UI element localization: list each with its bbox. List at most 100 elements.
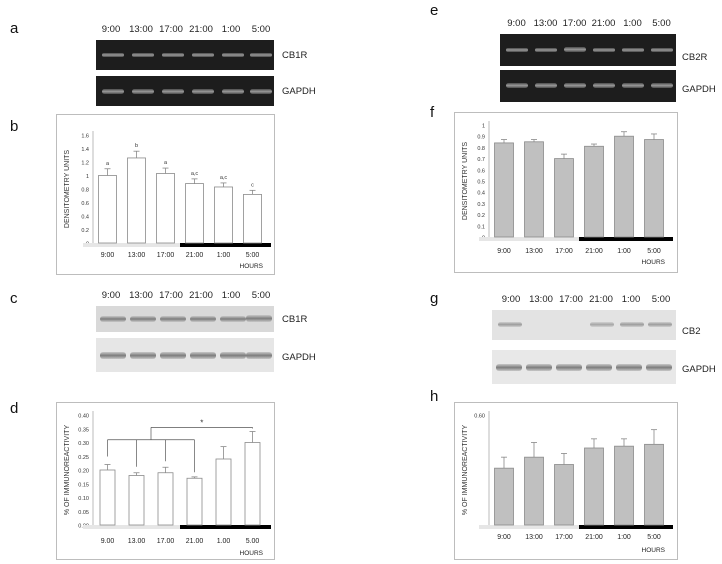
x-tick-label: 1.00 <box>217 538 231 545</box>
y-tick-label: 0.6 <box>81 201 89 207</box>
y-tick-label: 0.15 <box>78 482 89 488</box>
blot-a-time-labels: 9:00 13:00 17:00 21:00 1:00 5:00 <box>96 24 276 35</box>
x-tick-label: 13:00 <box>525 248 543 255</box>
x-tick-label: 17:00 <box>157 252 175 259</box>
x-tick-label: 9.00 <box>101 538 115 545</box>
y-tick-label: 0.35 <box>78 427 89 433</box>
time-label: 17:00 <box>159 290 183 301</box>
time-label: 1:00 <box>623 18 642 29</box>
time-label: 13:00 <box>529 294 553 305</box>
blot-g-label-1: CB2 <box>682 326 701 337</box>
bar <box>156 173 175 244</box>
x-tick-label: 9:00 <box>101 252 115 259</box>
time-label: 17:00 <box>159 24 183 35</box>
significance-letter: a <box>164 160 168 166</box>
time-label: 9:00 <box>101 24 121 35</box>
light-phase-bar <box>83 243 180 247</box>
y-tick-label: 0.8 <box>477 146 485 152</box>
x-tick-label: 1:00 <box>217 252 231 259</box>
dark-phase-bar <box>579 237 673 241</box>
time-label: 17:00 <box>559 294 583 305</box>
significance-letter: b <box>135 143 138 149</box>
x-tick-label: 5:00 <box>246 252 260 259</box>
time-label: 21:00 <box>589 294 613 305</box>
y-tick-label: 1 <box>482 124 485 130</box>
time-label: 21:00 <box>591 18 616 29</box>
x-tick-label: 9:00 <box>497 534 511 541</box>
y-tick-label: 0.1 <box>477 224 485 230</box>
bar <box>494 467 514 526</box>
y-tick-label: 0.9 <box>477 135 485 141</box>
bar <box>244 442 261 526</box>
time-label: 5:00 <box>652 18 671 29</box>
time-label: 9:00 <box>501 294 521 305</box>
bar <box>614 135 634 238</box>
y-tick-label: 0.60 <box>474 414 485 420</box>
y-tick-label: 0.30 <box>78 441 89 447</box>
y-tick-label: 1.4 <box>81 147 89 153</box>
bar <box>524 456 544 526</box>
blot-e-label-1: CB2R <box>682 52 708 63</box>
y-axis-title: DENSITOMETRY UNITS <box>462 142 469 221</box>
y-tick-label: 0.20 <box>78 469 89 475</box>
blot-e-time-labels: 9:00 13:00 17:00 21:00 1:00 5:00 <box>502 18 676 29</box>
x-tick-label: 21.00 <box>186 538 204 545</box>
bar <box>554 464 574 526</box>
time-label: 1:00 <box>621 294 641 305</box>
bar <box>186 477 203 526</box>
blot-c-label-1: CB1R <box>282 314 308 325</box>
x-axis-title: HOURS <box>642 547 666 554</box>
chart-h: 0.60 % OF IMMUNOREACTIVITY 9:00 13:00 17:00 2… <box>454 402 678 560</box>
x-tick-label: 17:00 <box>555 534 573 541</box>
bar <box>554 158 574 238</box>
x-axis-title: HOURS <box>240 263 264 270</box>
time-label: 9:00 <box>101 290 121 301</box>
x-tick-label: 13:00 <box>525 534 543 541</box>
time-label: 5:00 <box>651 294 671 305</box>
y-tick-label: 0.3 <box>477 202 485 208</box>
bar <box>644 139 664 238</box>
panel-letter-f: f <box>430 104 435 121</box>
light-phase-bar <box>479 237 579 241</box>
x-tick-label: 5.00 <box>246 538 260 545</box>
blot-e-label-2: GAPDH <box>682 84 716 95</box>
y-tick-label: 0.05 <box>78 510 89 516</box>
x-tick-label: 5:00 <box>647 248 661 255</box>
western-c-gapdh <box>96 338 274 372</box>
y-tick-label: 0.8 <box>81 188 89 194</box>
time-label: 5:00 <box>251 24 271 35</box>
bar <box>157 472 174 526</box>
time-label: 13:00 <box>533 18 558 29</box>
y-tick-label: 0.5 <box>477 180 485 186</box>
chart-d: 0.000.050.100.150.200.250.300.350.40% OF… <box>56 402 275 560</box>
dark-phase-bar <box>180 525 271 529</box>
bar <box>98 175 117 244</box>
time-label: 21:00 <box>189 24 213 35</box>
dark-phase-bar <box>579 525 673 529</box>
chart-f: 00.10.20.30.40.50.60.70.80.91DENSITOMETR… <box>454 112 678 273</box>
y-tick-label: 1.6 <box>81 134 89 140</box>
gel-e-gapdh <box>500 70 676 102</box>
y-tick-label: 1.2 <box>81 161 89 167</box>
bar <box>128 475 145 526</box>
y-tick-label: 0.10 <box>78 496 89 502</box>
blot-c-label-2: GAPDH <box>282 352 316 363</box>
bar <box>99 469 116 526</box>
bar <box>614 445 634 526</box>
chart-d-svg: 0.000.050.100.150.200.250.300.350.40% OF… <box>64 411 271 557</box>
y-tick-label: 0.2 <box>477 213 485 219</box>
bar <box>524 141 544 238</box>
blot-a-label-1: CB1R <box>282 50 308 61</box>
light-phase-bar <box>479 525 579 529</box>
x-tick-label: 17.00 <box>157 538 175 545</box>
significance-letter: a,c <box>220 175 228 181</box>
blot-g-label-2: GAPDH <box>682 364 716 375</box>
blot-c-time-labels: 9:00 13:00 17:00 21:00 1:00 5:00 <box>96 290 276 301</box>
western-c-cb1r <box>96 306 274 332</box>
y-tick-label: 0.7 <box>477 157 485 163</box>
gel-a-gapdh <box>96 76 274 106</box>
time-label: 1:00 <box>221 24 241 35</box>
light-phase-bar <box>83 525 180 529</box>
bar <box>584 447 604 526</box>
